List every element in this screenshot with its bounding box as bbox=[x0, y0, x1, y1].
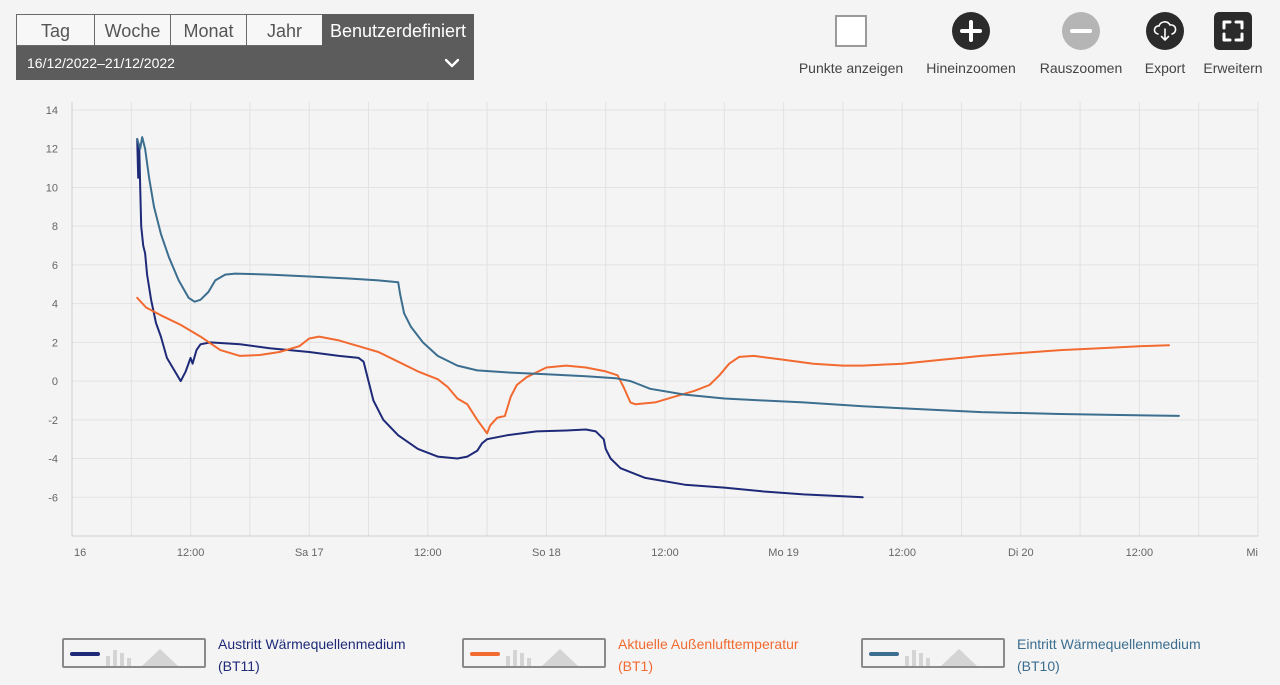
legend-label-line2: (BT11) bbox=[218, 658, 260, 674]
y-tick-label: 12 bbox=[46, 144, 58, 156]
zoom-out-label: Rauszoomen bbox=[1039, 60, 1123, 76]
legend-label-line2: (BT10) bbox=[1017, 658, 1060, 674]
legend-swatch bbox=[70, 652, 100, 656]
legend-label-line1: Austritt Wärmequellenmedium bbox=[218, 636, 406, 652]
x-tick-label: So 18 bbox=[532, 547, 561, 559]
legend-label-line1: Aktuelle Außenlufttemperatur bbox=[618, 636, 799, 652]
y-tick-label: 0 bbox=[52, 376, 58, 388]
legend-toggle[interactable] bbox=[62, 638, 206, 668]
mini-chart-icon bbox=[506, 649, 578, 666]
line-chart: 14 12 10 8 6 4 2 0 -2 -4 -6 16 12:00 Sa 17 12:00 So 18 1… bbox=[46, 102, 1259, 559]
series-line-bt1 bbox=[136, 296, 1170, 435]
y-tick-label: 2 bbox=[52, 337, 58, 349]
fullscreen-icon bbox=[1214, 12, 1252, 50]
tab-benutzerdefiniert[interactable]: Benutzerdefiniert bbox=[322, 14, 474, 46]
zoom-out-button[interactable]: Rauszoomen bbox=[1034, 12, 1128, 76]
legend-item-bt10[interactable]: Eintritt Wärmequellenmedium (BT10) bbox=[861, 633, 1261, 675]
legend-item-bt1[interactable]: Aktuelle Außenlufttemperatur (BT1) bbox=[462, 633, 862, 675]
x-tick-label: 12:00 bbox=[888, 547, 916, 559]
show-points-toggle[interactable]: Punkte anzeigen bbox=[794, 12, 908, 76]
period-selector: Tag Woche Monat Jahr Benutzerdefiniert 1… bbox=[16, 14, 474, 80]
zoom-in-button[interactable]: Hineinzoomen bbox=[920, 12, 1022, 76]
x-tick-label: 12:00 bbox=[651, 547, 679, 559]
x-tick-label: Sa 17 bbox=[295, 547, 324, 559]
cloud-download-icon bbox=[1146, 12, 1184, 50]
show-points-label: Punkte anzeigen bbox=[798, 60, 904, 76]
export-label: Export bbox=[1144, 60, 1186, 76]
date-range-dropdown[interactable]: 16/12/2022–21/12/2022 bbox=[16, 46, 474, 80]
tab-woche[interactable]: Woche bbox=[94, 14, 170, 46]
y-tick-label: -2 bbox=[48, 415, 58, 427]
expand-label: Erweitern bbox=[1203, 60, 1263, 76]
legend-swatch bbox=[869, 652, 899, 656]
x-tick-label: 12:00 bbox=[1126, 547, 1154, 559]
minus-icon bbox=[1062, 12, 1100, 50]
x-tick-label: 12:00 bbox=[177, 547, 205, 559]
legend-label-line2: (BT1) bbox=[618, 658, 653, 674]
period-tabs: Tag Woche Monat Jahr Benutzerdefiniert bbox=[16, 14, 474, 46]
legend-swatch bbox=[470, 652, 500, 656]
legend-item-bt11[interactable]: Austritt Wärmequellenmedium (BT11) bbox=[62, 633, 462, 675]
tab-monat[interactable]: Monat bbox=[170, 14, 246, 46]
legend-toggle[interactable] bbox=[861, 638, 1005, 668]
tab-tag[interactable]: Tag bbox=[16, 14, 94, 46]
series-line-bt11 bbox=[136, 138, 864, 499]
legend-label-line1: Eintritt Wärmequellenmedium bbox=[1017, 636, 1201, 652]
y-tick-label: 10 bbox=[46, 182, 58, 194]
date-range-value: 16/12/2022–21/12/2022 bbox=[27, 55, 175, 71]
y-tick-label: -6 bbox=[48, 492, 58, 504]
x-tick-label: Mi bbox=[1246, 547, 1258, 559]
legend-toggle[interactable] bbox=[462, 638, 606, 668]
expand-button[interactable]: Erweitern bbox=[1200, 12, 1266, 76]
y-tick-label: 4 bbox=[52, 299, 58, 311]
show-points-checkbox[interactable] bbox=[835, 15, 867, 47]
y-tick-label: 8 bbox=[52, 221, 58, 233]
plus-icon bbox=[952, 12, 990, 50]
y-tick-label: 14 bbox=[46, 105, 58, 117]
x-tick-label: Di 20 bbox=[1008, 547, 1034, 559]
legend-label: Aktuelle Außenlufttemperatur (BT1) bbox=[618, 633, 799, 677]
export-button[interactable]: Export bbox=[1140, 12, 1190, 76]
mini-chart-icon bbox=[106, 649, 178, 666]
tab-jahr[interactable]: Jahr bbox=[246, 14, 322, 46]
mini-chart-icon bbox=[905, 649, 977, 666]
x-tick-label: Mo 19 bbox=[768, 547, 799, 559]
x-tick-label: 12:00 bbox=[414, 547, 442, 559]
x-tick-label: 16 bbox=[74, 547, 86, 559]
legend-label: Eintritt Wärmequellenmedium (BT10) bbox=[1017, 633, 1201, 677]
series-line-bt10 bbox=[136, 136, 1180, 417]
y-tick-label: -4 bbox=[48, 454, 58, 466]
y-tick-label: 6 bbox=[52, 260, 58, 272]
zoom-in-label: Hineinzoomen bbox=[926, 60, 1016, 76]
legend-label: Austritt Wärmequellenmedium (BT11) bbox=[218, 633, 406, 677]
chevron-down-icon bbox=[444, 46, 460, 80]
